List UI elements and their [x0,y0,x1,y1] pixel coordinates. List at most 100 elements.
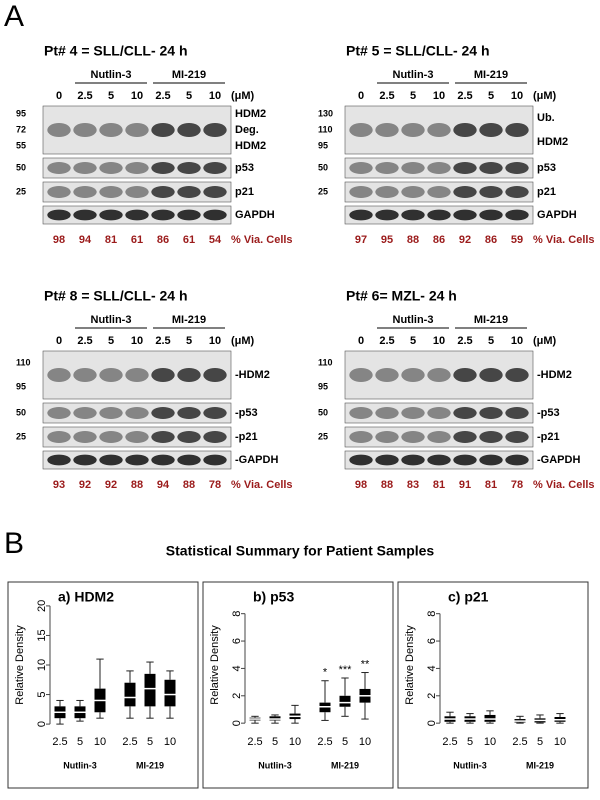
protein-label: GAPDH [537,209,577,221]
dose-label: 0 [56,90,62,102]
dose-label: 2.5 [77,90,92,102]
blot-band [505,368,529,382]
y-tick-label: 6 [231,638,243,644]
blot-band [401,209,425,221]
protein-label: Deg. [235,124,259,136]
blot-band [505,431,529,443]
protein-label: p21 [235,186,254,198]
x-tick-label: 2.5 [512,736,527,748]
protein-label: HDM2 [537,136,568,148]
group-label: Nutlin-3 [258,760,292,770]
dose-label: 10 [511,90,523,102]
group-label: Nutlin-3 [393,69,434,81]
blot-band [375,123,399,137]
dose-label: 2.5 [379,335,394,347]
blot-band [47,454,71,466]
blot-band [73,162,97,174]
blot-title: Pt# 8 = SLL/CLL- 24 h [44,288,188,304]
blot-band [203,368,227,382]
blot-band [203,123,227,137]
dose-label: 0 [358,335,364,347]
y-tick-label: 8 [231,611,243,617]
blot-band [375,407,399,419]
blot-band [479,186,503,198]
blot-band [99,123,123,137]
x-tick-label: 2.5 [442,736,457,748]
dose-label: 2.5 [457,90,472,102]
blot-band [47,186,71,198]
blot-band [125,407,149,419]
blot-band [427,209,451,221]
x-tick-label: 5 [467,736,473,748]
dose-label: 2.5 [379,90,394,102]
group-label: MI-219 [172,69,206,81]
dose-label: 10 [511,335,523,347]
y-tick-label: 10 [36,659,48,671]
x-tick-label: 2.5 [317,736,332,748]
blot-band [349,407,373,419]
viability-value: 88 [131,479,143,491]
blot-band [151,431,175,443]
blot-band [375,368,399,382]
protein-label: -HDM2 [537,369,572,381]
mw-marker: 95 [318,381,328,391]
x-tick-label: 10 [359,736,371,748]
blot-band [427,407,451,419]
y-tick-label: 5 [36,691,48,697]
blot-title: Pt# 6= MZL- 24 h [346,288,457,304]
blot-band [99,186,123,198]
group-label: MI-219 [474,314,508,326]
x-tick-label: 2.5 [122,736,137,748]
blot-band [203,431,227,443]
panel-label: B [4,527,24,560]
blot-band [47,431,71,443]
blot-band [125,162,149,174]
viability-value: 81 [433,479,445,491]
blot-band [177,407,201,419]
y-axis-label: Relative Density [209,625,221,705]
blot-band [453,123,477,137]
blot-band [125,123,149,137]
chart-frame [397,581,589,789]
y-tick-label: 0 [36,721,48,727]
mw-marker: 50 [318,162,328,172]
protein-label: -p21 [235,431,258,443]
blot-band [375,162,399,174]
blot-band [47,162,71,174]
x-tick-label: 5 [537,736,543,748]
blot-band [479,407,503,419]
blot-band [349,123,373,137]
blot-band [73,186,97,198]
box-body [124,682,136,707]
viability-value: 59 [511,234,523,246]
protein-label: p53 [537,162,556,174]
y-tick-label: 20 [36,600,48,612]
viability-value: 95 [381,234,393,246]
dose-label: 10 [209,335,221,347]
group-label: Nutlin-3 [63,760,97,770]
dose-label: 2.5 [77,335,92,347]
mw-marker: 110 [16,357,31,367]
y-tick-label: 4 [426,665,438,671]
mw-marker: 72 [16,124,26,134]
blot-band [73,123,97,137]
y-axis-label: Relative Density [14,625,26,705]
mw-marker: 50 [16,407,26,417]
dose-label: 5 [108,335,114,347]
protein-label: -GAPDH [537,454,580,466]
blot-band [427,186,451,198]
viability-value: 94 [79,234,92,246]
y-tick-label: 0 [231,720,243,726]
blot-band [375,186,399,198]
blot-band [47,209,71,221]
blot-band [427,368,451,382]
blot-band [73,407,97,419]
chart-frame [7,581,199,789]
blot-band [177,431,201,443]
unit-label: (μM) [231,90,255,102]
blot-band [453,431,477,443]
x-tick-label: 5 [342,736,348,748]
blot-band [479,123,503,137]
